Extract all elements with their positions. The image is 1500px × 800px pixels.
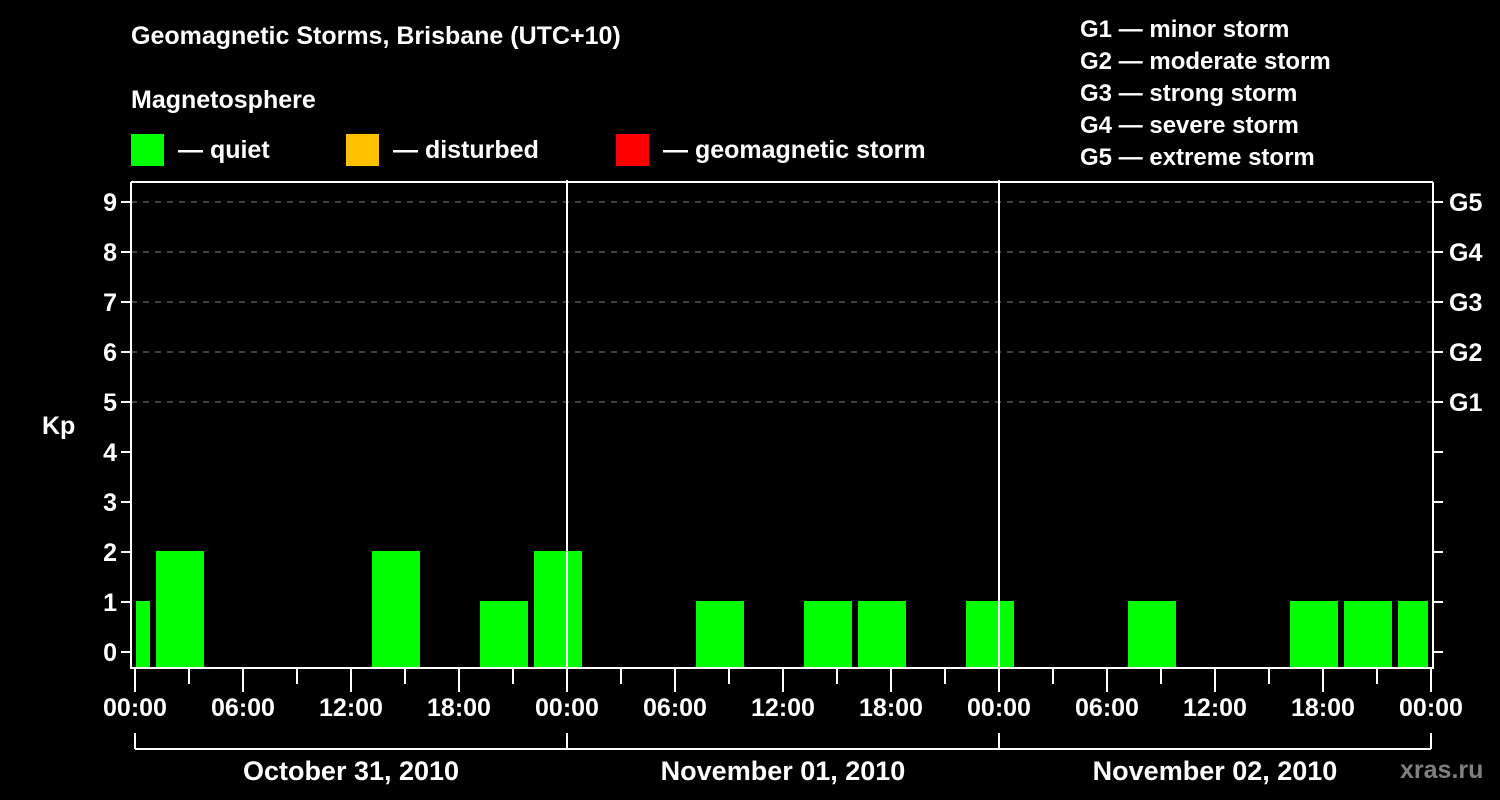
g-scale-label: G5 — [1449, 189, 1482, 217]
date-label: November 01, 2010 — [661, 756, 906, 786]
legend-item-quiet: — quiet — [131, 134, 270, 166]
axis-labels: 0 1 2 3 4 5 6 7 8 9 G1 G2 G3 G4 G5 00:00 06:00 12:00 18:00… — [103, 189, 1482, 786]
axes — [121, 180, 1443, 750]
kp-bar — [534, 551, 582, 668]
g-scale-label: G2 — [1449, 339, 1482, 367]
kp-bar — [372, 551, 420, 668]
kp-bar — [1290, 601, 1338, 668]
gridlines — [131, 201, 1433, 403]
g-scale-item: G1 — minor storm — [1080, 16, 1290, 43]
y-axis-label: Kp — [42, 412, 76, 440]
credit-text: xras.ru — [1400, 756, 1484, 784]
g-scale-legend: G1 — minor storm G2 — moderate storm G3 … — [1080, 14, 1331, 174]
legend-label-storm: — geomagnetic storm — [663, 135, 926, 164]
g-scale-item: G2 — moderate storm — [1080, 48, 1331, 75]
x-tick-label: 06:00 — [643, 694, 707, 722]
x-tick-label: 06:00 — [211, 694, 275, 722]
y-tick-label: 0 — [103, 639, 117, 667]
kp-bar — [1128, 601, 1176, 668]
legend-label-disturbed: — disturbed — [393, 135, 539, 164]
y-tick-label: 2 — [103, 539, 117, 567]
legend-item-storm: — geomagnetic storm — [616, 134, 926, 166]
legend-swatch-storm — [616, 134, 649, 166]
kp-bar — [804, 601, 852, 668]
kp-bar — [1344, 601, 1392, 668]
date-label: November 02, 2010 — [1093, 756, 1338, 786]
kp-bar — [858, 601, 906, 668]
x-tick-label: 18:00 — [859, 694, 923, 722]
kp-bar — [480, 601, 528, 668]
y-tick-label: 5 — [103, 389, 117, 417]
g-scale-label: G1 — [1449, 389, 1482, 417]
x-tick-label: 18:00 — [1291, 694, 1355, 722]
kp-bar — [966, 601, 1014, 668]
g-scale-item: G5 — extreme storm — [1080, 144, 1315, 171]
y-tick-label: 7 — [103, 289, 117, 317]
kp-bar — [696, 601, 744, 668]
x-tick-label: 00:00 — [1399, 694, 1463, 722]
g-scale-label: G4 — [1449, 239, 1482, 267]
x-tick-label: 12:00 — [319, 694, 383, 722]
g-scale-item: G3 — strong storm — [1080, 80, 1298, 107]
x-tick-label: 12:00 — [1183, 694, 1247, 722]
g-scale-item: G4 — severe storm — [1080, 112, 1299, 139]
x-tick-label: 00:00 — [535, 694, 599, 722]
kp-bar — [156, 551, 204, 668]
x-tick-label: 18:00 — [427, 694, 491, 722]
legend-heading: Magnetosphere — [131, 86, 316, 114]
legend-swatch-disturbed — [346, 134, 379, 166]
date-label: October 31, 2010 — [243, 756, 459, 786]
y-tick-label: 8 — [103, 239, 117, 267]
g-scale-label: G3 — [1449, 289, 1482, 317]
kp-bar — [136, 601, 150, 668]
legend-item-disturbed: — disturbed — [346, 134, 539, 166]
kp-bar — [1398, 601, 1428, 668]
legend-label-quiet: — quiet — [178, 135, 270, 164]
y-tick-label: 1 — [103, 589, 117, 617]
x-tick-label: 00:00 — [103, 694, 167, 722]
y-tick-label: 6 — [103, 339, 117, 367]
chart-title: Geomagnetic Storms, Brisbane (UTC+10) — [131, 22, 621, 50]
x-tick-label: 12:00 — [751, 694, 815, 722]
kp-bars — [136, 551, 1428, 668]
y-tick-label: 9 — [103, 189, 117, 217]
legend-swatch-quiet — [131, 134, 164, 166]
y-tick-label: 4 — [103, 439, 117, 467]
x-tick-label: 00:00 — [967, 694, 1031, 722]
x-tick-label: 06:00 — [1075, 694, 1139, 722]
y-tick-label: 3 — [103, 489, 117, 517]
